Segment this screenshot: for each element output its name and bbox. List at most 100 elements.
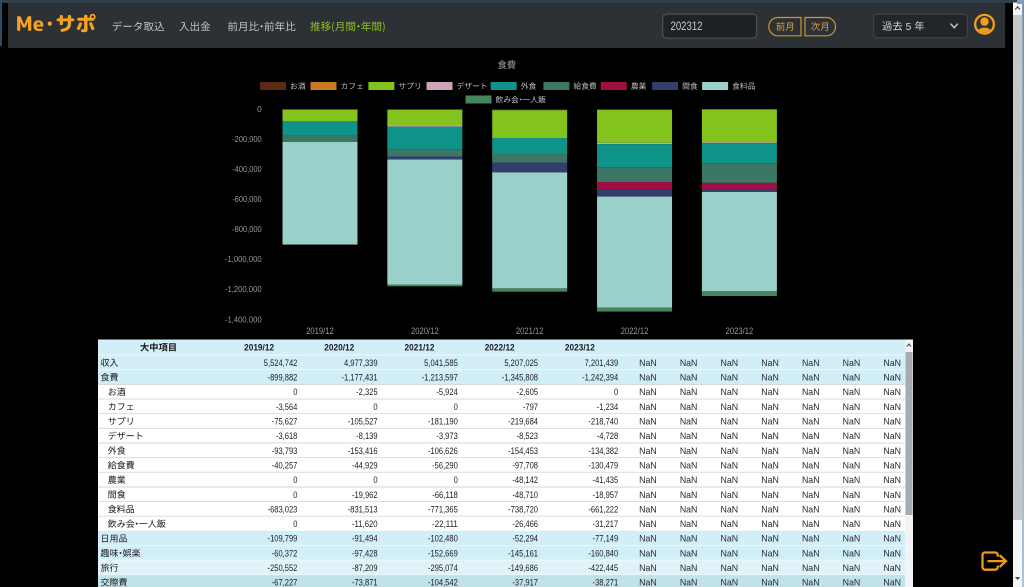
svg-text:NaN: NaN bbox=[802, 446, 820, 456]
svg-text:-5,924: -5,924 bbox=[436, 387, 457, 397]
svg-text:NaN: NaN bbox=[843, 431, 861, 441]
svg-text:5: 5 bbox=[906, 22, 912, 33]
svg-text:NaN: NaN bbox=[721, 373, 739, 383]
svg-text:-1,177,431: -1,177,431 bbox=[341, 373, 377, 383]
svg-text:-97,708: -97,708 bbox=[512, 460, 538, 470]
svg-text:2020/12: 2020/12 bbox=[411, 326, 439, 336]
svg-text:NaN: NaN bbox=[761, 387, 779, 397]
svg-text:NaN: NaN bbox=[843, 373, 861, 383]
svg-text:-105,527: -105,527 bbox=[348, 417, 378, 427]
svg-text:-600,000: -600,000 bbox=[232, 195, 262, 204]
svg-text:-48,142: -48,142 bbox=[512, 475, 538, 485]
svg-text:NaN: NaN bbox=[843, 504, 861, 514]
svg-text:NaN: NaN bbox=[721, 534, 739, 544]
svg-text:NaN: NaN bbox=[883, 402, 901, 412]
svg-text:NaN: NaN bbox=[680, 358, 698, 368]
svg-text:-73,871: -73,871 bbox=[352, 578, 378, 587]
svg-text:-67,227: -67,227 bbox=[272, 578, 298, 587]
svg-text:NaN: NaN bbox=[802, 534, 820, 544]
svg-text:NaN: NaN bbox=[843, 578, 861, 587]
svg-text:NaN: NaN bbox=[680, 548, 698, 558]
svg-text:202312: 202312 bbox=[671, 21, 703, 33]
svg-text:-145,161: -145,161 bbox=[508, 548, 538, 558]
svg-text:-1,400,000: -1,400,000 bbox=[225, 315, 262, 324]
svg-text:5,041,585: 5,041,585 bbox=[424, 358, 458, 368]
svg-text:NaN: NaN bbox=[802, 417, 820, 427]
svg-text:NaN: NaN bbox=[680, 373, 698, 383]
svg-text:-3,973: -3,973 bbox=[436, 431, 457, 441]
svg-text:NaN: NaN bbox=[883, 519, 901, 529]
svg-text:-40,257: -40,257 bbox=[272, 460, 298, 470]
svg-text:NaN: NaN bbox=[883, 548, 901, 558]
svg-text:0: 0 bbox=[257, 105, 262, 114]
svg-text:5,524,742: 5,524,742 bbox=[264, 358, 298, 368]
svg-text:-106,626: -106,626 bbox=[428, 446, 458, 456]
svg-text:-48,710: -48,710 bbox=[512, 490, 538, 500]
svg-text:NaN: NaN bbox=[639, 504, 657, 514]
svg-text:NaN: NaN bbox=[883, 387, 901, 397]
svg-text:NaN: NaN bbox=[761, 431, 779, 441]
svg-text:NaN: NaN bbox=[761, 563, 779, 573]
svg-text:NaN: NaN bbox=[680, 387, 698, 397]
svg-text:NaN: NaN bbox=[761, 504, 779, 514]
svg-text:-26,466: -26,466 bbox=[512, 519, 538, 529]
svg-text:NaN: NaN bbox=[761, 548, 779, 558]
svg-text:-149,686: -149,686 bbox=[508, 563, 538, 573]
svg-text:-44,929: -44,929 bbox=[352, 460, 378, 470]
svg-text:NaN: NaN bbox=[802, 387, 820, 397]
svg-text:NaN: NaN bbox=[761, 519, 779, 529]
svg-text:NaN: NaN bbox=[883, 578, 901, 587]
svg-text:NaN: NaN bbox=[680, 563, 698, 573]
svg-text:NaN: NaN bbox=[761, 358, 779, 368]
svg-text:-75,627: -75,627 bbox=[272, 417, 298, 427]
svg-text:-3,564: -3,564 bbox=[276, 402, 297, 412]
svg-text:NaN: NaN bbox=[761, 446, 779, 456]
svg-text:-56,290: -56,290 bbox=[432, 460, 458, 470]
svg-text:2020/12: 2020/12 bbox=[324, 343, 354, 353]
svg-text:-154,453: -154,453 bbox=[508, 446, 538, 456]
svg-text:-1,345,808: -1,345,808 bbox=[502, 373, 538, 383]
svg-text:NaN: NaN bbox=[639, 417, 657, 427]
svg-text:NaN: NaN bbox=[843, 534, 861, 544]
svg-text:-37,917: -37,917 bbox=[512, 578, 538, 587]
svg-text:-102,480: -102,480 bbox=[428, 534, 458, 544]
svg-text:NaN: NaN bbox=[883, 431, 901, 441]
svg-text:NaN: NaN bbox=[721, 358, 739, 368]
svg-text:NaN: NaN bbox=[843, 387, 861, 397]
svg-text:-1,213,597: -1,213,597 bbox=[422, 373, 458, 383]
svg-text:NaN: NaN bbox=[843, 475, 861, 485]
svg-text:-97,428: -97,428 bbox=[352, 548, 378, 558]
svg-text:NaN: NaN bbox=[761, 460, 779, 470]
svg-text:0: 0 bbox=[454, 402, 458, 412]
svg-text:NaN: NaN bbox=[883, 373, 901, 383]
svg-text:-683,023: -683,023 bbox=[268, 504, 298, 514]
svg-text:-38,271: -38,271 bbox=[593, 578, 619, 587]
svg-text:NaN: NaN bbox=[680, 578, 698, 587]
svg-text:-661,222: -661,222 bbox=[588, 504, 618, 514]
svg-text:-4,728: -4,728 bbox=[597, 431, 618, 441]
svg-text:NaN: NaN bbox=[802, 358, 820, 368]
svg-text:2021/12: 2021/12 bbox=[405, 343, 435, 353]
svg-text:NaN: NaN bbox=[639, 387, 657, 397]
svg-text:NaN: NaN bbox=[883, 534, 901, 544]
svg-text:-400,000: -400,000 bbox=[232, 165, 262, 174]
svg-text:NaN: NaN bbox=[843, 519, 861, 529]
svg-text:NaN: NaN bbox=[721, 519, 739, 529]
svg-text:-52,294: -52,294 bbox=[512, 534, 538, 544]
svg-text:NaN: NaN bbox=[883, 358, 901, 368]
svg-text:NaN: NaN bbox=[680, 402, 698, 412]
svg-text:-797: -797 bbox=[523, 402, 538, 412]
svg-text:-1,242,394: -1,242,394 bbox=[582, 373, 618, 383]
svg-text:NaN: NaN bbox=[639, 563, 657, 573]
svg-text:NaN: NaN bbox=[639, 402, 657, 412]
svg-text:5,207,025: 5,207,025 bbox=[504, 358, 538, 368]
svg-text:NaN: NaN bbox=[639, 358, 657, 368]
svg-text:-104,542: -104,542 bbox=[428, 578, 458, 587]
svg-text:NaN: NaN bbox=[761, 578, 779, 587]
svg-text:NaN: NaN bbox=[721, 431, 739, 441]
svg-text:NaN: NaN bbox=[639, 460, 657, 470]
svg-text:NaN: NaN bbox=[843, 563, 861, 573]
svg-text:NaN: NaN bbox=[883, 490, 901, 500]
svg-text:2019/12: 2019/12 bbox=[306, 326, 334, 336]
svg-text:NaN: NaN bbox=[680, 519, 698, 529]
